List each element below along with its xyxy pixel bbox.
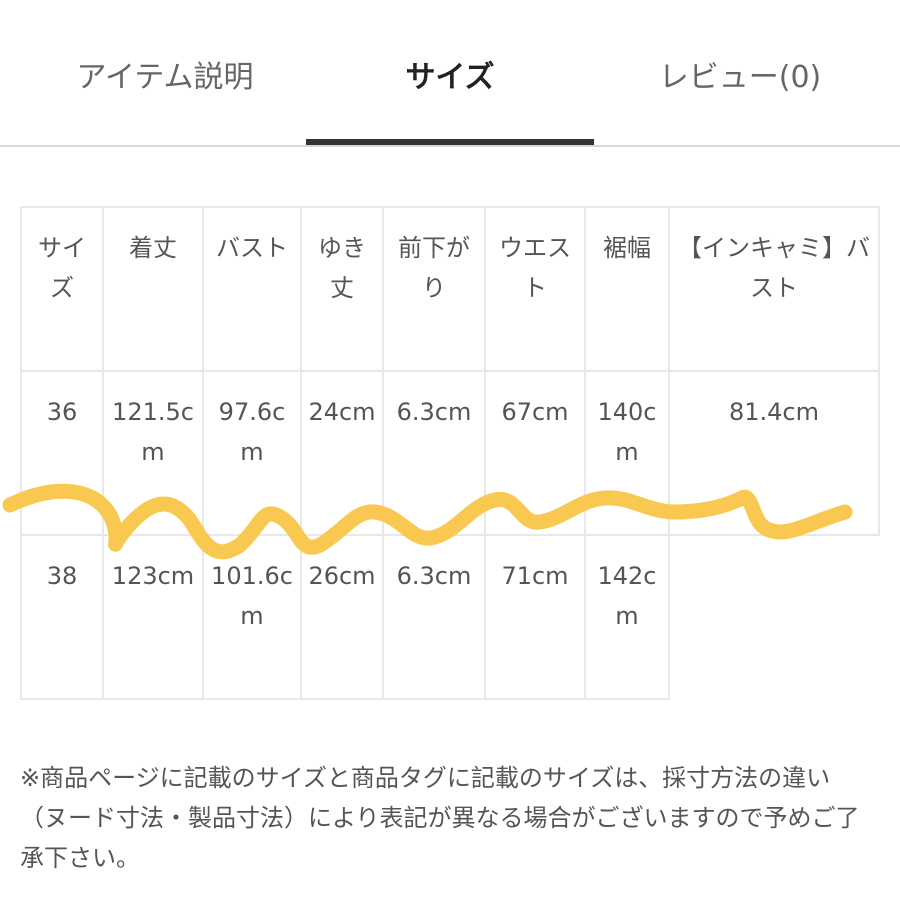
header-cell-innercami-bust: 【インキャミ】バスト [668,206,880,372]
table-cell: 140cm [584,370,670,536]
table-cell: 97.6cm [202,370,302,536]
tab-reviews[interactable]: レビュー(0) [658,60,822,95]
header-cell-sleeve: ゆき丈 [300,206,384,372]
tab-divider [0,145,900,147]
table-cell: 24cm [300,370,384,536]
table-cell: 6.3cm [382,534,486,700]
table-cell: 142cm [584,534,670,700]
table-cell: 6.3cm [382,370,486,536]
table-cell: 71cm [484,534,586,700]
header-cell-bust: バスト [202,206,302,372]
header-cell-hem-width: 裾幅 [584,206,670,372]
tab-size[interactable]: サイズ [405,60,495,95]
table-header-row: サイズ 着丈 バスト ゆき丈 前下がり ウエスト 裾幅 【インキャミ】バスト [20,206,880,372]
header-cell-length: 着丈 [102,206,204,372]
header-cell-size: サイズ [20,206,104,372]
table-cell: 121.5cm [102,370,204,536]
size-table: サイズ 着丈 バスト ゆき丈 前下がり ウエスト 裾幅 【インキャミ】バスト 3… [20,206,880,700]
table-cell: 67cm [484,370,586,536]
table-cell: 101.6cm [202,534,302,700]
tab-item-description[interactable]: アイテム説明 [76,60,254,95]
tab-bar: アイテム説明 サイズ レビュー(0) [0,0,900,147]
table-cell: 123cm [102,534,204,700]
size-disclaimer-note: ※商品ページに記載のサイズと商品タグに記載のサイズは、採寸方法の違い（ヌード寸法… [20,764,860,872]
header-cell-front-drop: 前下がり [382,206,486,372]
active-tab-indicator [306,139,594,145]
table-cell: 81.4cm [668,370,880,536]
table-cell-empty [669,535,879,699]
table-cell: 26cm [300,534,384,700]
header-cell-waist: ウエスト [484,206,586,372]
table-cell: 36 [20,370,104,536]
table-row: 36 121.5cm 97.6cm 24cm 6.3cm 67cm 140cm … [20,370,880,536]
table-row: 38 123cm 101.6cm 26cm 6.3cm 71cm 142cm [20,534,879,700]
table-cell: 38 [20,534,104,700]
